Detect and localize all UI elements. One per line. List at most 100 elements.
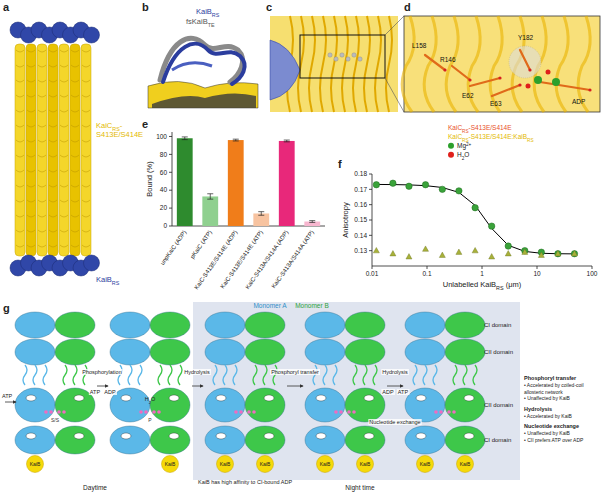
night-shading bbox=[193, 302, 520, 480]
atom bbox=[334, 57, 338, 61]
step-arrow bbox=[192, 386, 203, 387]
domain-label: CII domain bbox=[484, 349, 513, 355]
helix-texture bbox=[60, 230, 68, 232]
a-loop bbox=[353, 365, 357, 385]
error-bar bbox=[207, 194, 213, 199]
text-segment: Nucleotide exchange bbox=[524, 423, 579, 429]
text-segment: TE bbox=[208, 22, 215, 28]
cii-domain bbox=[345, 388, 385, 422]
bar bbox=[304, 222, 320, 226]
ci-domain bbox=[150, 426, 190, 454]
text-segment: -S413E/S414E bbox=[469, 124, 513, 131]
a-loop bbox=[373, 365, 377, 385]
a-loop bbox=[33, 365, 37, 385]
panel-a: KaiCRS-S413E/S414EKaiBRS bbox=[10, 22, 143, 286]
legend-entry: Mg2+ bbox=[457, 142, 472, 151]
helix-texture bbox=[49, 110, 57, 112]
ci-domain bbox=[445, 312, 485, 338]
cii-domain bbox=[305, 339, 345, 365]
helix-texture bbox=[49, 65, 57, 67]
text-segment: • CII prefers ATP over ADP bbox=[524, 437, 584, 443]
kaib-ribbon bbox=[163, 44, 245, 84]
atom bbox=[528, 68, 531, 71]
text-segment: Phosphoryl transfer bbox=[271, 369, 319, 375]
residue-stick bbox=[540, 82, 590, 90]
cii-domain bbox=[405, 388, 445, 422]
label: L158 bbox=[412, 42, 427, 49]
kaib-blob bbox=[84, 27, 100, 43]
ci-domain bbox=[345, 312, 385, 338]
bar bbox=[228, 140, 244, 226]
point bbox=[439, 252, 445, 257]
nucleotide bbox=[416, 433, 426, 439]
a-loop bbox=[233, 365, 237, 385]
cii-domain bbox=[55, 339, 95, 365]
legend-entry: H2O bbox=[457, 151, 469, 161]
kaib-label: KaiB bbox=[320, 461, 331, 467]
helix-texture bbox=[27, 155, 35, 157]
cii-domain bbox=[245, 388, 285, 422]
nucleotide bbox=[169, 395, 179, 401]
cii-domain bbox=[345, 339, 385, 365]
bar bbox=[202, 196, 218, 226]
residue-stick bbox=[492, 85, 520, 96]
text-segment: Monomer B bbox=[295, 302, 329, 309]
helix bbox=[342, 16, 348, 112]
y-tick bbox=[369, 235, 372, 236]
helix-texture bbox=[38, 200, 46, 202]
domain-label: CI domain bbox=[484, 322, 511, 328]
point bbox=[489, 254, 495, 259]
ci-domain bbox=[245, 312, 285, 338]
helix-texture bbox=[38, 230, 46, 232]
helix bbox=[309, 16, 315, 112]
label: • Accelerated by coiled-coil bbox=[524, 382, 584, 388]
y-tick bbox=[369, 220, 372, 221]
nucleotide bbox=[74, 395, 84, 401]
step-label: Nucleotide exchange bbox=[369, 419, 420, 425]
panel-c bbox=[270, 16, 404, 112]
text-segment: ATP bbox=[90, 389, 101, 395]
helix-texture bbox=[60, 155, 68, 157]
x-tick bbox=[537, 266, 538, 269]
text-segment: KaiC-S413A/S414A (ATP) bbox=[270, 229, 315, 289]
helix-texture bbox=[38, 65, 46, 67]
label: allosteric network bbox=[524, 389, 563, 395]
nucleotide bbox=[121, 395, 131, 401]
helix-texture bbox=[49, 200, 57, 202]
nucleotide bbox=[74, 433, 84, 439]
text-segment: 0.1 bbox=[422, 270, 431, 277]
label: • Unaffected by KaiB bbox=[524, 430, 571, 436]
helix-texture bbox=[49, 230, 57, 232]
text-segment: KaiB bbox=[165, 461, 176, 467]
helix-texture bbox=[16, 80, 24, 82]
helix bbox=[298, 16, 304, 112]
ci-domain bbox=[445, 426, 485, 454]
ci-domain bbox=[110, 312, 150, 338]
helix bbox=[446, 16, 458, 112]
helix-texture bbox=[71, 215, 79, 217]
text-segment: Nucleotide exchange bbox=[369, 419, 420, 425]
y-tick bbox=[369, 174, 372, 175]
helix-texture bbox=[82, 200, 90, 202]
category-label: KaiC-S413A/S414A (ADP) bbox=[244, 229, 289, 290]
point bbox=[406, 254, 412, 259]
step-label: Phosphoryl transfer bbox=[271, 369, 319, 375]
kaib-label: KaiB bbox=[30, 461, 41, 467]
text-segment: 0.01 bbox=[366, 270, 379, 277]
helix-texture bbox=[71, 245, 79, 247]
domain-label: CII domain bbox=[484, 402, 513, 408]
helix-texture bbox=[27, 50, 35, 52]
helix-texture bbox=[27, 80, 35, 82]
ci-domain bbox=[55, 426, 95, 454]
label-bg bbox=[1, 393, 14, 399]
atom bbox=[443, 68, 446, 71]
helix-texture bbox=[27, 125, 35, 127]
text-segment: fsKaiB bbox=[186, 17, 208, 26]
nucleotide bbox=[416, 395, 426, 401]
phosphosite bbox=[49, 410, 53, 414]
chart-f: 0.130.140.150.160.170.180.010.1110100Unl… bbox=[341, 170, 598, 291]
kaic-surface bbox=[148, 81, 258, 108]
step-label: ATP bbox=[2, 393, 13, 399]
phosphosite bbox=[234, 410, 238, 414]
label: Y182 bbox=[518, 34, 534, 41]
